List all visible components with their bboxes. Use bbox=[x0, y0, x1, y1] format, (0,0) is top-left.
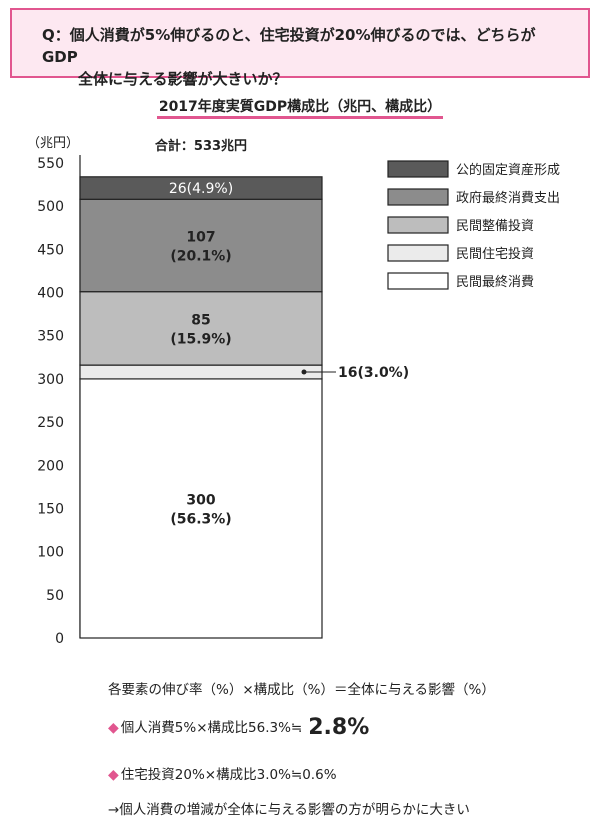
gdp-composition-chart: （兆円） 0 50 100 150 200 250 300 350 400 450 500 550 合計：… bbox=[27, 136, 560, 647]
legend-label: 民間最終消費 bbox=[456, 274, 534, 290]
bar-segment-2 bbox=[79, 364, 323, 380]
y-tick-label: 200 bbox=[37, 458, 64, 474]
conclusion-text: →個人消費の増減が全体に与える影響の方が明らかに大きい bbox=[108, 802, 470, 818]
calc-consumption-text: 個人消費5%×構成比56.3%≒ bbox=[120, 720, 303, 736]
calc-housing-text: 住宅投資20%×構成比3.0%≒0.6% bbox=[120, 767, 337, 783]
bar-segment-1 bbox=[79, 378, 323, 639]
y-tick-label: 500 bbox=[37, 199, 64, 215]
legend-swatch bbox=[387, 160, 449, 178]
chart-title-wrap: 2017年度実質GDP構成比（兆円、構成比） bbox=[0, 96, 600, 119]
formula-text: 各要素の伸び率（%）×構成比（%）＝全体に与える影響（%） bbox=[108, 682, 495, 698]
y-tick-label: 450 bbox=[37, 242, 64, 258]
legend-swatch bbox=[387, 244, 449, 262]
calc-consumption: ◆ 個人消費5%×構成比56.3%≒ 2.8% bbox=[108, 715, 369, 740]
data-label: (20.1%) bbox=[170, 248, 231, 264]
question-line-2: 全体に与える影響が大きいか？ bbox=[78, 70, 288, 88]
y-tick-label: 50 bbox=[46, 588, 64, 604]
question-box: Q：個人消費が5%伸びるのと、住宅投資が20%伸びるのでは、どちらがGDP 全体… bbox=[10, 8, 590, 88]
bar-segment-5 bbox=[79, 176, 323, 200]
legend-label: 民間整備投資 bbox=[456, 218, 534, 234]
y-tick-label: 150 bbox=[37, 501, 64, 517]
calc-housing: ◆ 住宅投資20%×構成比3.0%≒0.6% bbox=[108, 763, 337, 783]
calc-consumption-result: 2.8% bbox=[308, 715, 370, 740]
data-label: 26(4.9%) bbox=[169, 181, 233, 197]
legend-label: 民間住宅投資 bbox=[456, 246, 534, 262]
data-label: 300 bbox=[186, 492, 215, 508]
data-label: (56.3%) bbox=[170, 511, 231, 527]
bar-segment-4 bbox=[79, 198, 323, 293]
chart-title: 2017年度実質GDP構成比（兆円、構成比） bbox=[156, 99, 444, 119]
data-label: 107 bbox=[186, 229, 215, 245]
total-label: 合計：533兆円 bbox=[155, 138, 247, 154]
y-tick-label: 400 bbox=[37, 286, 64, 302]
bar-segment-3 bbox=[79, 291, 323, 366]
legend-swatch bbox=[387, 272, 449, 290]
y-axis-label: （兆円） bbox=[27, 136, 79, 151]
y-tick-label: 350 bbox=[37, 329, 64, 345]
data-label: 16(3.0%) bbox=[338, 365, 409, 381]
y-tick-label: 550 bbox=[37, 156, 64, 172]
diamond-icon: ◆ bbox=[108, 767, 119, 783]
y-tick-label: 250 bbox=[37, 415, 64, 431]
legend-label: 公的固定資産形成 bbox=[456, 162, 560, 178]
y-tick-label: 100 bbox=[37, 545, 64, 561]
y-tick-label: 0 bbox=[55, 631, 64, 647]
legend-swatch bbox=[387, 216, 449, 234]
data-label: (15.9%) bbox=[170, 331, 231, 347]
question-line-1: Q：個人消費が5%伸びるのと、住宅投資が20%伸びるのでは、どちらがGDP bbox=[42, 26, 536, 66]
legend-swatch bbox=[387, 188, 449, 206]
y-tick-label: 300 bbox=[37, 372, 64, 388]
diamond-icon: ◆ bbox=[108, 720, 119, 736]
data-label: 85 bbox=[191, 312, 210, 328]
legend-label: 政府最終消費支出 bbox=[456, 190, 560, 206]
